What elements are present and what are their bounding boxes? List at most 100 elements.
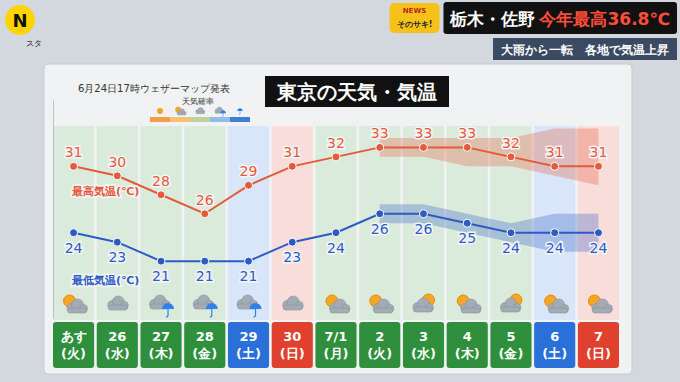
- date-box: [403, 322, 444, 368]
- background: [0, 0, 680, 382]
- title-box: [265, 76, 449, 107]
- series-name: 最高気温(℃): [71, 185, 139, 198]
- data-label: 26: [196, 192, 214, 208]
- headline-box: [443, 2, 677, 34]
- point: [376, 143, 384, 151]
- point: [594, 229, 602, 237]
- x-tick: 27(木): [140, 322, 181, 368]
- data-label: 31: [546, 144, 564, 160]
- legend-swatch: [210, 117, 230, 122]
- x-axis: あす(火)26(水)27(木)28(金)29(土)30(日)7/1(月)2(火)…: [53, 322, 620, 368]
- x-tick: 7/1(月): [315, 322, 356, 368]
- y-axis: [53, 101, 54, 319]
- icon-cloud-part: [283, 305, 302, 310]
- series-line: [74, 147, 599, 213]
- x-tick-label-line: (水): [105, 346, 130, 361]
- data-label: 25: [458, 230, 476, 246]
- x-tick-label: 27(木): [149, 329, 174, 361]
- x-tick-label: 6 (土): [542, 329, 567, 361]
- x-tick: 29(土): [228, 322, 269, 368]
- logo: Nスタ: [5, 5, 42, 48]
- date-box: [447, 322, 488, 368]
- icon-cloud: [108, 296, 129, 310]
- title: 東京の天気・気温: [276, 80, 437, 104]
- point: [157, 257, 165, 265]
- icon-cloud-part: [330, 308, 349, 313]
- legend-swatch: [150, 117, 170, 122]
- x-tick-label-line: 7: [594, 329, 603, 344]
- point: [507, 153, 515, 161]
- x-tick-label: 29(土): [236, 329, 261, 361]
- badge-top: NEWS: [403, 7, 426, 15]
- x-tick-label-line: (水): [411, 346, 436, 361]
- point: [332, 229, 340, 237]
- x-tick-label-line: (日): [586, 346, 611, 361]
- x-tick-label-line: 4: [463, 329, 472, 344]
- icon-cloud: [500, 298, 521, 312]
- headline: 栃木・佐野今年最高36.8℃: [443, 2, 677, 34]
- data-label: 33: [371, 125, 389, 141]
- icon-cloud-part: [549, 308, 568, 313]
- x-tick-label-line: 7/1: [325, 329, 348, 344]
- icon-cloud: [196, 107, 205, 113]
- date-box: [140, 322, 181, 368]
- legend-swatch: [230, 117, 250, 122]
- x-tick-label: 28(金): [192, 329, 217, 361]
- point: [113, 172, 121, 180]
- icon-umbrella-handle: [254, 309, 256, 317]
- x-tick-label: 2(火): [367, 329, 392, 361]
- subheadline-box: [493, 38, 677, 60]
- icon-umbrella-handle: [166, 309, 168, 317]
- x-tick: 2(火): [359, 322, 400, 368]
- data-label: 31: [283, 144, 301, 160]
- x-tick-label-line: 2: [375, 329, 384, 344]
- icon-cloud: [283, 296, 304, 310]
- data-label: 23: [283, 249, 301, 265]
- x-tick: 4(木): [447, 322, 488, 368]
- weather-icon: [413, 294, 435, 312]
- uncertainty-band: [380, 128, 599, 185]
- x-tick-label-line: あす: [61, 329, 87, 344]
- icon-cloud-part: [501, 307, 520, 312]
- subtitle: 6月24日17時ウェザーマップ発表: [78, 83, 230, 94]
- weather-icons: [64, 294, 613, 317]
- badge-box: [389, 3, 439, 33]
- day-column: [97, 126, 138, 320]
- point: [551, 162, 559, 170]
- icon-cloud: [373, 299, 394, 313]
- icon-cloud: [177, 109, 186, 115]
- x-tick-label-line: 3: [419, 329, 428, 344]
- x-tick-label-line: 26: [108, 329, 126, 344]
- weather-icon: [108, 296, 129, 310]
- x-tick-label-line: (土): [542, 346, 567, 361]
- x-tick-label: 7/1(月): [324, 329, 349, 361]
- point: [507, 229, 515, 237]
- data-label: 31: [590, 144, 608, 160]
- legend-title: 天気確率: [182, 97, 214, 106]
- x-tick-label: 7 (日): [586, 329, 611, 361]
- data-label: 33: [415, 125, 433, 141]
- point: [201, 210, 209, 218]
- logo-sub: スタ: [26, 39, 42, 48]
- icon-cloud: [548, 299, 569, 313]
- weather-icon: [283, 296, 304, 310]
- board: [44, 64, 632, 374]
- weather-icon: [500, 294, 522, 312]
- probability-legend: 天気確率: [150, 97, 250, 122]
- point: [463, 219, 471, 227]
- x-tick-label-line: 6: [550, 329, 559, 344]
- point: [551, 229, 559, 237]
- badge: NEWSそのサキ!: [389, 3, 439, 33]
- icon-cloud: [413, 298, 434, 312]
- data-label: 26: [371, 221, 389, 237]
- x-tick-label-line: (土): [236, 346, 261, 361]
- day-column: [228, 126, 269, 320]
- legend-swatch: [190, 117, 210, 122]
- icon-umbrella: [250, 303, 262, 309]
- x-tick-label-line: (木): [149, 346, 174, 361]
- weather-icon: [237, 108, 242, 114]
- logo-mark: [5, 5, 35, 35]
- headline-part: 今年最高36.8℃: [538, 9, 670, 29]
- point: [332, 153, 340, 161]
- weather-icon: [157, 108, 162, 113]
